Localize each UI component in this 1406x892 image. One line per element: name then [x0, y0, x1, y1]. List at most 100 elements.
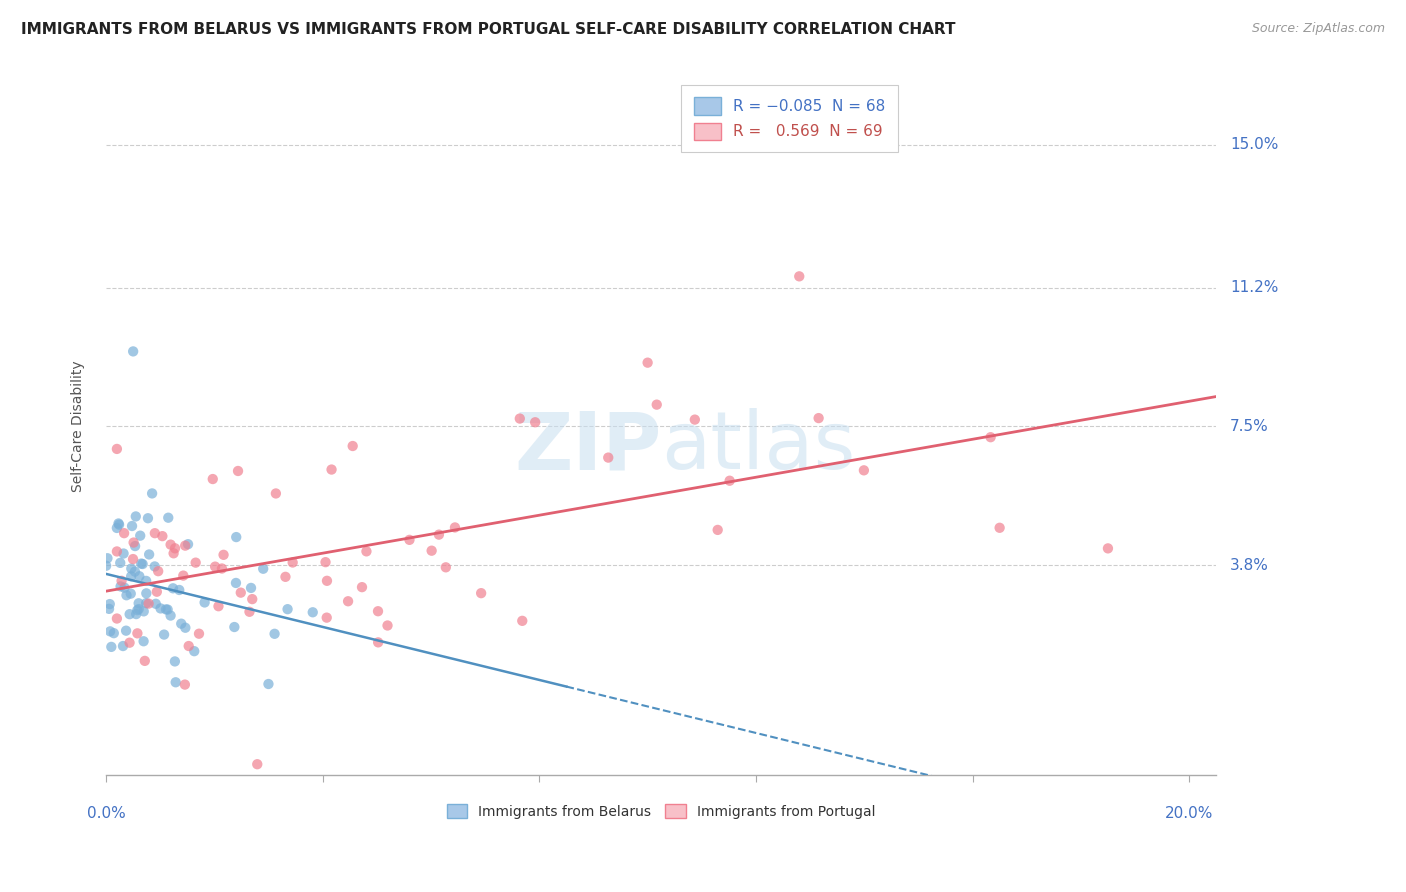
Point [143, 559, 166, 574]
Point [120, 587, 142, 601]
Point [167, 582, 190, 597]
Text: 15.0%: 15.0% [1230, 137, 1278, 153]
Point [188, 626, 211, 640]
Point [155, 602, 177, 616]
Point [301, 605, 323, 619]
Point [173, 677, 195, 691]
Point [118, 607, 141, 622]
Point [103, 626, 125, 640]
Point [110, 579, 132, 593]
Point [263, 627, 285, 641]
Point [129, 529, 152, 543]
Point [115, 624, 138, 638]
Point [427, 527, 450, 541]
Point [122, 552, 145, 566]
Point [1097, 541, 1119, 556]
Point [146, 584, 169, 599]
Point [246, 757, 269, 772]
Point [321, 462, 343, 476]
Point [257, 677, 280, 691]
Point [124, 565, 146, 579]
Point [107, 516, 129, 531]
Point [162, 582, 184, 596]
Point [183, 644, 205, 658]
Point [225, 530, 247, 544]
Text: 11.2%: 11.2% [1230, 280, 1278, 295]
Point [136, 511, 159, 525]
Point [252, 562, 274, 576]
Point [148, 564, 170, 578]
Point [980, 430, 1002, 444]
Point [645, 398, 668, 412]
Point [510, 614, 533, 628]
Point [120, 561, 142, 575]
Point [149, 601, 172, 615]
Point [212, 548, 235, 562]
Point [226, 464, 249, 478]
Point [127, 603, 149, 617]
Point [138, 548, 160, 562]
Point [118, 636, 141, 650]
Point [184, 556, 207, 570]
Point [122, 535, 145, 549]
Point [852, 463, 875, 477]
Point [112, 526, 135, 541]
Point [124, 539, 146, 553]
Point [316, 574, 339, 588]
Point [115, 588, 138, 602]
Point [100, 640, 122, 654]
Point [128, 602, 150, 616]
Point [156, 602, 179, 616]
Point [470, 586, 492, 600]
Point [145, 597, 167, 611]
Point [225, 576, 247, 591]
Point [134, 654, 156, 668]
Point [98, 602, 121, 616]
Point [110, 556, 132, 570]
Point [105, 442, 128, 456]
Point [153, 627, 176, 641]
Point [207, 599, 229, 614]
Point [315, 555, 337, 569]
Point [132, 604, 155, 618]
Text: 0.0%: 0.0% [87, 806, 125, 821]
Point [524, 415, 547, 429]
Point [163, 541, 186, 556]
Point [132, 634, 155, 648]
Point [131, 557, 153, 571]
Legend: Immigrants from Belarus, Immigrants from Portugal: Immigrants from Belarus, Immigrants from… [441, 798, 882, 824]
Point [264, 486, 287, 500]
Point [135, 574, 157, 588]
Point [204, 559, 226, 574]
Point [356, 544, 378, 558]
Point [377, 618, 399, 632]
Point [170, 616, 193, 631]
Point [108, 517, 131, 532]
Point [274, 570, 297, 584]
Point [128, 596, 150, 610]
Point [367, 604, 389, 618]
Point [127, 626, 149, 640]
Point [444, 520, 467, 534]
Point [105, 611, 128, 625]
Point [201, 472, 224, 486]
Point [94, 558, 117, 573]
Point [114, 581, 136, 595]
Point [135, 586, 157, 600]
Text: 20.0%: 20.0% [1166, 806, 1213, 821]
Point [111, 639, 134, 653]
Point [157, 510, 180, 524]
Point [420, 543, 443, 558]
Point [135, 596, 157, 610]
Point [988, 521, 1011, 535]
Point [125, 607, 148, 621]
Point [129, 557, 152, 571]
Point [112, 547, 135, 561]
Point [122, 344, 145, 359]
Point [150, 529, 173, 543]
Point [98, 597, 121, 611]
Y-axis label: Self-Care Disability: Self-Care Disability [72, 360, 86, 492]
Point [194, 595, 217, 609]
Point [211, 561, 233, 575]
Text: 7.5%: 7.5% [1230, 419, 1268, 434]
